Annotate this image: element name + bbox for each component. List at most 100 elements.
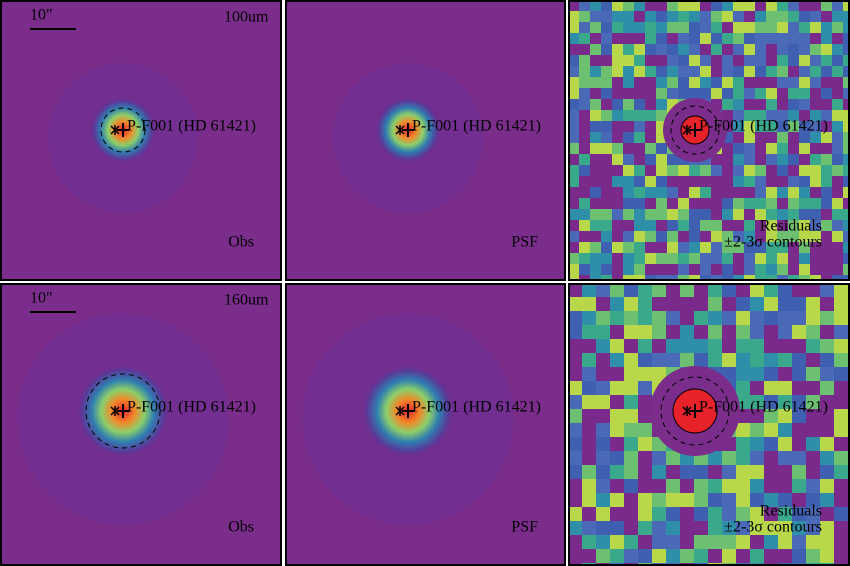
- residual-pixel: [722, 339, 736, 353]
- residual-pixel: [843, 99, 850, 110]
- residual-pixel: [645, 22, 656, 33]
- residual-pixel: [624, 549, 638, 563]
- residual-pixel: [708, 535, 722, 549]
- residual-pixel: [634, 209, 645, 220]
- residual-pixel: [634, 154, 645, 165]
- residual-pixel: [680, 339, 694, 353]
- residual-pixel: [744, 242, 755, 253]
- residual-pixel: [722, 220, 733, 231]
- residual-pixel: [777, 187, 788, 198]
- residual-pixel: [667, 88, 678, 99]
- residual-pixel: [755, 110, 766, 121]
- residual-pixel: [689, 209, 700, 220]
- residual-pixel: [821, 275, 832, 281]
- residual-pixel: [596, 437, 610, 451]
- residual-pixel: [656, 231, 667, 242]
- residual-pixel: [736, 381, 750, 395]
- residual-pixel: [799, 55, 810, 66]
- residual-pixel: [843, 253, 850, 264]
- residual-pixel: [722, 535, 736, 549]
- residual-pixel: [638, 535, 652, 549]
- residual-pixel: [834, 353, 848, 367]
- residual-pixel: [832, 187, 843, 198]
- residual-pixel: [792, 423, 806, 437]
- residual-pixel: [792, 283, 806, 297]
- residual-pixel: [799, 209, 810, 220]
- residual-pixel: [778, 339, 792, 353]
- panel-frame: [285, 0, 566, 281]
- residual-pixel: [590, 187, 601, 198]
- residual-pixel: [755, 132, 766, 143]
- residual-pixel: [788, 176, 799, 187]
- source-label: P-F001 (HD 61421): [699, 399, 828, 416]
- residual-pixel: [568, 110, 579, 121]
- residual-pixel: [778, 325, 792, 339]
- residual-pixel: [806, 339, 820, 353]
- residual-pixel: [582, 381, 596, 395]
- residual-pixel: [820, 437, 834, 451]
- residual-pixel: [744, 11, 755, 22]
- residual-pixel: [638, 479, 652, 493]
- residual-pixel: [678, 11, 689, 22]
- residual-pixel: [652, 451, 666, 465]
- residual-pixel: [590, 22, 601, 33]
- residual-pixel: [744, 66, 755, 77]
- residual-pixel: [799, 33, 810, 44]
- residual-pixel: [601, 132, 612, 143]
- residual-pixel: [579, 66, 590, 77]
- residual-pixel: [582, 409, 596, 423]
- residual-pixel: [601, 143, 612, 154]
- residual-pixel: [596, 493, 610, 507]
- residual-pixel: [623, 154, 634, 165]
- residual-pixel: [582, 493, 596, 507]
- residual-pixel: [678, 55, 689, 66]
- residual-pixel: [666, 451, 680, 465]
- residual-pixel: [764, 479, 778, 493]
- residual-pixel: [612, 55, 623, 66]
- residual-pixel: [777, 176, 788, 187]
- residual-pixel: [579, 176, 590, 187]
- residual-pixel: [623, 143, 634, 154]
- residual-pixel: [645, 33, 656, 44]
- residual-pixel: [568, 381, 582, 395]
- residual-pixel: [579, 264, 590, 275]
- residual-pixel: [733, 220, 744, 231]
- residual-pixel: [678, 231, 689, 242]
- residual-pixel: [821, 55, 832, 66]
- residual-pixel: [596, 353, 610, 367]
- residual-pixel: [820, 451, 834, 465]
- residual-pixel: [680, 507, 694, 521]
- residual-pixel: [612, 253, 623, 264]
- residual-pixel: [736, 549, 750, 563]
- residual-pixel: [610, 493, 624, 507]
- residual-pixel: [667, 33, 678, 44]
- residual-pixel: [579, 33, 590, 44]
- residual-pixel: [788, 11, 799, 22]
- residual-pixel: [722, 99, 733, 110]
- residual-pixel: [722, 143, 733, 154]
- residual-pixel: [744, 154, 755, 165]
- residual-pixel: [694, 479, 708, 493]
- residual-pixel: [766, 22, 777, 33]
- residual-pixel: [755, 0, 766, 11]
- residual-pixel: [806, 521, 820, 535]
- residual-pixel: [610, 395, 624, 409]
- residual-pixel: [821, 121, 832, 132]
- residual-pixel: [810, 110, 821, 121]
- residual-pixel: [579, 44, 590, 55]
- residual-pixel: [744, 33, 755, 44]
- residual-pixel: [788, 22, 799, 33]
- residual-pixel: [638, 465, 652, 479]
- panel-frame: [285, 283, 566, 566]
- residual-pixel: [656, 66, 667, 77]
- residual-pixel: [666, 325, 680, 339]
- residual-pixel: [843, 88, 850, 99]
- residual-pixel: [755, 264, 766, 275]
- residual-pixel: [766, 44, 777, 55]
- residual-pixel: [792, 367, 806, 381]
- residual-pixel: [596, 395, 610, 409]
- residual-pixel: [764, 297, 778, 311]
- residual-pixel: [638, 367, 652, 381]
- residual-pixel: [680, 479, 694, 493]
- residual-pixel: [750, 325, 764, 339]
